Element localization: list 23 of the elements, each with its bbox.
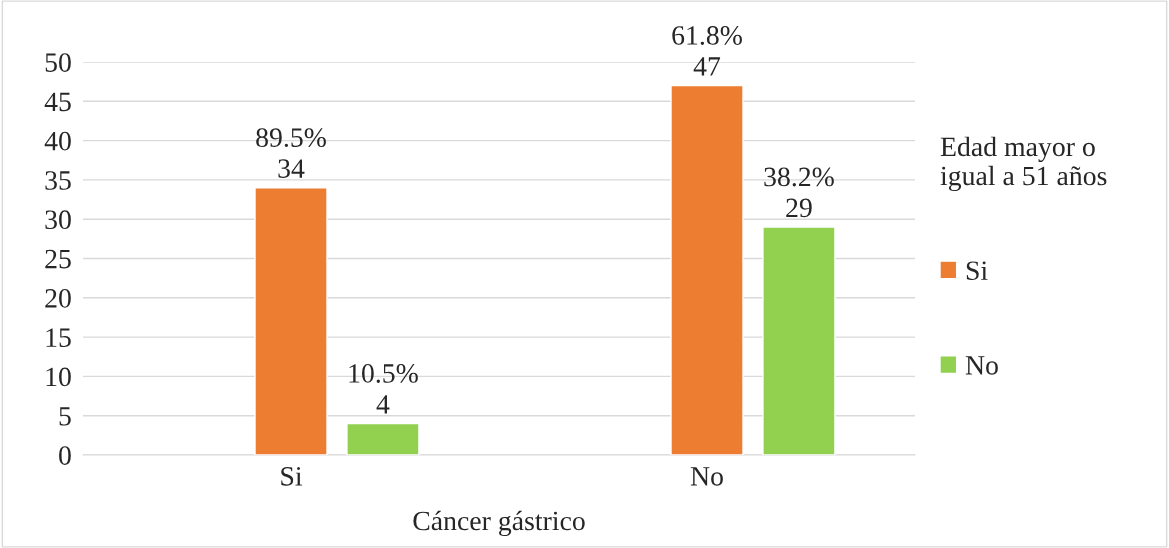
- bar: [254, 187, 328, 455]
- bar: [762, 226, 836, 455]
- y-tick-label: 15: [46, 328, 71, 348]
- data-label: 61.8% 47: [672, 26, 742, 76]
- data-label: 38.2% 29: [764, 167, 834, 218]
- data-label: 10.5% 4: [349, 364, 418, 414]
- bar: [346, 422, 420, 455]
- legend-label: No: [965, 356, 998, 375]
- legend-title: Edad mayor o igual a 51 años: [940, 136, 1107, 192]
- y-tick-label: 10: [46, 367, 71, 387]
- legend-label: Si: [966, 261, 988, 281]
- y-tick-label: 50: [45, 53, 71, 72]
- y-tick-label: 5: [59, 407, 71, 426]
- bar: [670, 84, 744, 455]
- y-tick-label: 30: [45, 210, 71, 230]
- y-tick-label: 40: [44, 131, 71, 151]
- y-tick-label: 45: [44, 92, 71, 112]
- y-tick-label: 0: [59, 446, 71, 465]
- data-label: 89.5% 34: [256, 128, 326, 178]
- y-tick-label: 20: [45, 288, 71, 308]
- y-tick-label: 25: [45, 249, 71, 269]
- y-tick-label: 35: [45, 171, 71, 190]
- x-axis-title: Cáncer gástrico: [413, 510, 585, 537]
